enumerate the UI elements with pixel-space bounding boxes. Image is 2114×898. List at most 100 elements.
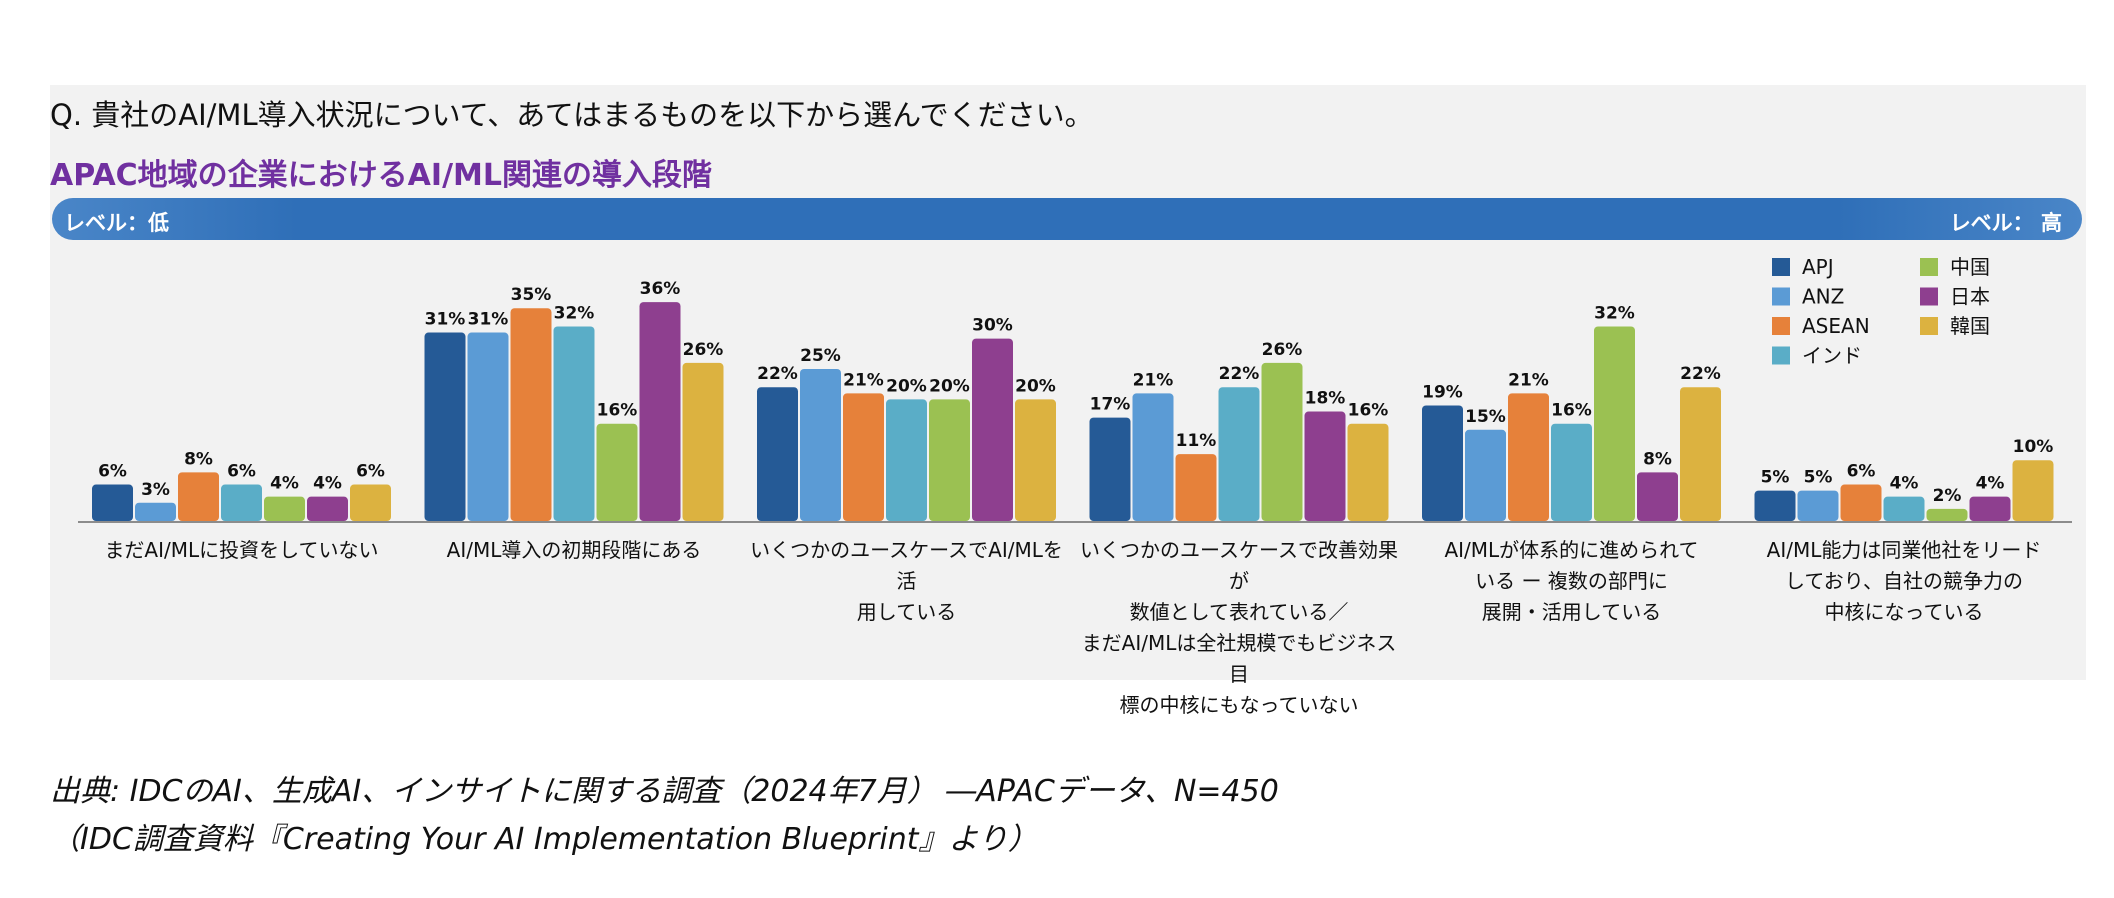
data-label: 32%: [1594, 303, 1635, 323]
level-scale-bar: [52, 198, 2082, 240]
data-label: 3%: [141, 480, 170, 500]
category-label-line: いる ー 複数の部門に: [1475, 569, 1668, 593]
bar-インド-0: [221, 484, 262, 521]
data-label: 20%: [929, 376, 970, 396]
bar-ASEAN-3: [1175, 454, 1217, 521]
bar-インド-5: [1883, 496, 1925, 521]
category-label-line: AI/ML導入の初期段階にある: [446, 538, 702, 562]
bar-APJ-2: [757, 387, 798, 521]
legend-label-APJ: APJ: [1802, 255, 1834, 279]
bar-インド-2: [886, 399, 927, 521]
category-label-1: AI/ML導入の初期段階にある: [409, 535, 739, 566]
bar-APJ-4: [1422, 405, 1463, 521]
level-high-label: レベル： 高: [1949, 211, 2062, 235]
category-label-line: 展開・活用している: [1481, 600, 1662, 624]
bar-中国-3: [1261, 362, 1303, 521]
data-label: 4%: [1976, 474, 2005, 494]
chart-title: APAC地域の企業におけるAI/ML関連の導入段階: [50, 158, 712, 193]
legend-label-インド: インド: [1802, 344, 1862, 368]
data-label: 30%: [972, 316, 1013, 336]
data-label: 21%: [1508, 370, 1549, 390]
bar-ANZ-2: [800, 369, 841, 521]
bar-日本-5: [1969, 496, 2011, 521]
data-label: 26%: [1262, 340, 1303, 360]
bar-ANZ-0: [135, 502, 176, 521]
legend-swatch-日本: [1920, 287, 1938, 306]
chart-panel: [50, 85, 2086, 680]
legend-label-ASEAN: ASEAN: [1802, 314, 1870, 338]
bar-日本-2: [972, 338, 1013, 521]
legend-swatch-韓国: [1920, 317, 1938, 335]
category-label-line: 標の中核にもなっていない: [1119, 693, 1359, 717]
legend-swatch-インド: [1772, 346, 1790, 365]
data-label: 31%: [425, 310, 466, 330]
data-label: 8%: [1643, 449, 1672, 469]
category-label-3: いくつかのユースケースで改善効果が 数値として表れている／ まだAI/MLは全社規模…: [1074, 535, 1404, 721]
data-label: 10%: [2013, 437, 2054, 457]
legend-swatch-APJ: [1772, 258, 1790, 276]
bar-APJ-1: [424, 332, 466, 521]
question-text: Q. 貴社のAI/ML導入状況について、あてはまるものを以下から選んでください。: [50, 98, 1094, 132]
bar-ANZ-5: [1797, 490, 1839, 521]
bar-日本-1: [639, 302, 681, 521]
data-label: 5%: [1804, 468, 1833, 488]
bar-ASEAN-0: [178, 472, 219, 521]
legend-label-ANZ: ANZ: [1802, 285, 1844, 309]
bar-韓国-3: [1347, 423, 1389, 521]
data-label: 26%: [683, 340, 724, 360]
legend-swatch-ANZ: [1772, 287, 1790, 306]
bar-中国-5: [1926, 508, 1968, 521]
bar-ASEAN-2: [843, 393, 884, 521]
category-label-line: しており、自社の競争力の: [1785, 569, 2023, 593]
data-label: 6%: [356, 462, 385, 482]
source-note: 出典: IDCのAI、生成AI、インサイトに関する調査（2024年7月） ―AP…: [50, 768, 1279, 864]
bar-APJ-0: [92, 484, 133, 521]
bar-日本-3: [1304, 411, 1346, 521]
bar-韓国-2: [1015, 399, 1056, 521]
category-label-line: まだAI/MLは全社規模でもビジネス目: [1081, 631, 1397, 686]
data-label: 4%: [313, 474, 342, 494]
category-label-line: 中核になっている: [1824, 600, 1984, 624]
data-label: 16%: [1348, 401, 1389, 421]
bar-韓国-0: [350, 484, 391, 521]
data-label: 4%: [270, 474, 299, 494]
data-label: 20%: [886, 376, 927, 396]
bar-インド-1: [553, 326, 595, 521]
data-label: 4%: [1890, 474, 1919, 494]
data-label: 5%: [1761, 468, 1790, 488]
data-label: 22%: [1680, 364, 1721, 384]
bar-ASEAN-1: [510, 308, 552, 521]
category-label-line: AI/ML能力は同業他社をリード: [1766, 538, 2042, 562]
legend-swatch-ASEAN: [1772, 317, 1790, 335]
data-label: 31%: [468, 310, 509, 330]
bar-インド-4: [1551, 423, 1592, 521]
data-label: 16%: [1551, 401, 1592, 421]
data-label: 2%: [1933, 486, 1962, 506]
bar-中国-4: [1594, 326, 1635, 521]
bar-日本-0: [307, 496, 348, 521]
bar-インド-3: [1218, 387, 1260, 521]
category-label-line: いくつかのユースケースでAI/MLを活: [750, 538, 1063, 593]
category-label-line: まだAI/MLに投資をしていない: [104, 538, 379, 562]
category-label-4: AI/MLが体系的に進められて いる ー 複数の部門に 展開・活用している: [1407, 535, 1737, 628]
data-label: 16%: [597, 401, 638, 421]
bar-日本-4: [1637, 472, 1678, 521]
bar-中国-0: [264, 496, 305, 521]
legend-label-韓国: 韓国: [1950, 314, 1990, 338]
bar-APJ-3: [1089, 417, 1131, 521]
data-label: 6%: [98, 462, 127, 482]
data-label: 22%: [1219, 364, 1260, 384]
data-label: 21%: [843, 370, 884, 390]
data-label: 21%: [1133, 370, 1174, 390]
bar-ANZ-3: [1132, 393, 1174, 521]
data-label: 11%: [1176, 431, 1217, 451]
data-label: 22%: [757, 364, 798, 384]
bar-ASEAN-4: [1508, 393, 1549, 521]
level-low-label: レベル：低: [64, 211, 169, 235]
category-label-line: AI/MLが体系的に進められて: [1444, 538, 1699, 562]
bar-中国-1: [596, 423, 638, 521]
bar-韓国-4: [1680, 387, 1721, 521]
bar-ASEAN-5: [1840, 484, 1882, 521]
bar-ANZ-4: [1465, 429, 1506, 521]
source-line-2: （IDC調査資料『Creating Your AI Implementation…: [50, 822, 1038, 857]
